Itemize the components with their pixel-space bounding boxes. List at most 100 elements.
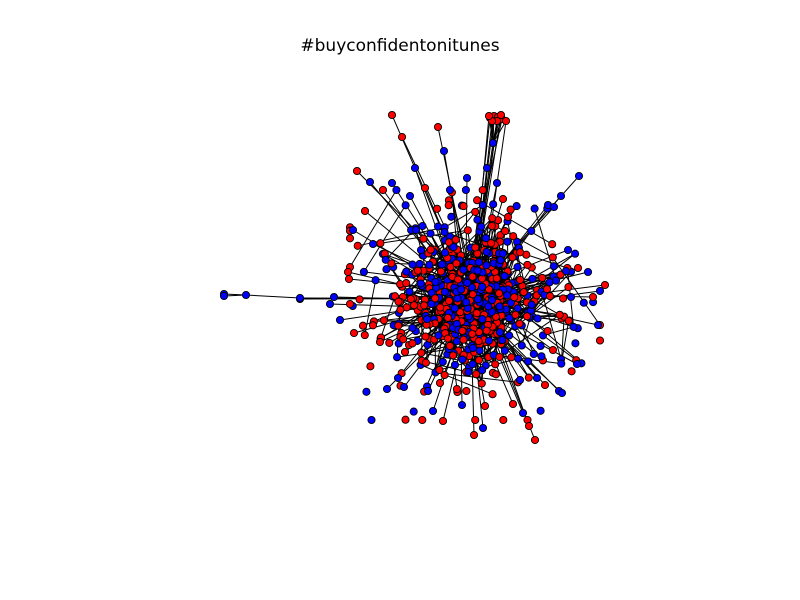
graph-node-red xyxy=(478,185,487,195)
graph-node-red xyxy=(595,336,605,345)
graph-node-blue xyxy=(382,265,391,274)
graph-node-blue xyxy=(440,287,449,296)
graph-node-blue xyxy=(359,267,368,276)
graph-node-red xyxy=(515,319,524,328)
graph-node-red xyxy=(360,206,370,216)
graph-node-red xyxy=(523,260,532,269)
graph-node-red xyxy=(399,335,408,344)
figure-title: #buyconfidentonitunes xyxy=(300,36,500,56)
graph-node-blue xyxy=(241,290,251,300)
graph-node-blue xyxy=(365,177,375,187)
graph-node-red xyxy=(419,234,428,243)
graph-node-red xyxy=(397,132,407,142)
graph-node-red xyxy=(506,205,515,214)
graph-node-blue xyxy=(533,314,542,323)
graph-node-blue xyxy=(457,400,467,410)
graph-node-red xyxy=(436,303,445,312)
graph-node-red xyxy=(491,370,501,379)
graph-node-red xyxy=(540,380,550,390)
graph-node-red xyxy=(443,313,452,322)
graph-node-red xyxy=(401,415,410,424)
graph-node-blue xyxy=(492,178,502,188)
graph-node-red xyxy=(454,275,463,284)
graph-node-red xyxy=(462,386,471,396)
graph-node-red xyxy=(352,166,362,176)
graph-node-blue xyxy=(495,328,504,337)
graph-node-blue xyxy=(473,295,482,304)
graph-node-blue xyxy=(514,354,523,363)
graph-node-blue xyxy=(402,267,411,276)
graph-node-blue xyxy=(579,298,588,307)
graph-node-red xyxy=(431,294,440,303)
graph-node-red xyxy=(548,253,557,262)
graph-node-blue xyxy=(415,259,424,268)
graph-node-blue xyxy=(574,171,584,181)
graph-node-red xyxy=(495,352,504,362)
graph-node-red xyxy=(387,259,396,268)
graph-node-blue xyxy=(524,357,533,366)
graph-edge xyxy=(476,199,553,245)
graph-edge xyxy=(380,295,396,339)
graph-node-blue xyxy=(447,212,456,221)
graph-node-red xyxy=(474,337,483,346)
graph-node-red xyxy=(509,232,518,241)
graph-node-red xyxy=(458,326,467,335)
graph-node-red xyxy=(480,401,490,411)
graph-node-blue xyxy=(512,202,521,211)
graph-node-blue xyxy=(569,322,578,331)
graph-node-red xyxy=(503,212,513,222)
graph-node-red xyxy=(406,294,415,304)
graph-node-red xyxy=(345,234,355,243)
graph-node-blue xyxy=(473,266,482,275)
graph-node-red xyxy=(440,370,449,380)
graph-edge xyxy=(542,334,577,361)
graph-node-blue xyxy=(433,222,443,231)
graph-node-blue xyxy=(527,300,536,309)
graph-node-blue xyxy=(412,225,421,235)
graph-node-red xyxy=(343,267,353,277)
graph-node-blue xyxy=(482,261,491,270)
graph-node-blue xyxy=(348,225,358,235)
graph-node-blue xyxy=(518,408,528,418)
graph-node-red xyxy=(543,285,552,294)
graph-node-red xyxy=(488,390,497,399)
graph-node-blue xyxy=(495,302,504,311)
graph-node-blue xyxy=(461,185,470,195)
graph-node-blue xyxy=(513,262,522,272)
graph-node-red xyxy=(409,301,419,310)
graph-node-red xyxy=(524,421,534,431)
graph-node-red xyxy=(472,370,481,379)
graph-node-blue xyxy=(532,373,542,383)
graph-node-blue xyxy=(571,249,580,258)
graph-node-red xyxy=(421,332,430,341)
nodes-layer xyxy=(219,110,610,445)
graph-node-blue xyxy=(557,359,566,368)
graph-node-red xyxy=(378,185,388,195)
graph-node-red xyxy=(469,430,479,440)
graph-node-red xyxy=(499,415,508,425)
graph-node-red xyxy=(355,295,364,304)
graph-node-blue xyxy=(425,260,434,269)
graph-node-blue xyxy=(530,204,539,213)
graph-node-red xyxy=(487,239,496,248)
graph-node-blue xyxy=(527,226,536,236)
graph-node-blue xyxy=(475,346,484,355)
graph-node-blue xyxy=(408,260,417,269)
graph-node-blue xyxy=(498,335,507,345)
graph-node-blue xyxy=(453,294,462,303)
graph-node-blue xyxy=(489,200,498,209)
graph-node-red xyxy=(417,348,426,357)
graph-node-red xyxy=(358,321,368,330)
graph-node-red xyxy=(507,353,516,362)
graph-node-red xyxy=(600,280,610,290)
graph-node-blue xyxy=(505,313,514,323)
graph-node-red xyxy=(501,227,510,236)
graph-node-red xyxy=(564,316,573,325)
graph-node-blue xyxy=(422,315,432,324)
graph-node-blue xyxy=(482,247,491,256)
graph-node-blue xyxy=(503,291,512,300)
graph-node-blue xyxy=(438,357,447,366)
graph-node-red xyxy=(385,338,394,347)
graph-node-blue xyxy=(431,277,440,287)
graph-node-red xyxy=(396,305,405,314)
